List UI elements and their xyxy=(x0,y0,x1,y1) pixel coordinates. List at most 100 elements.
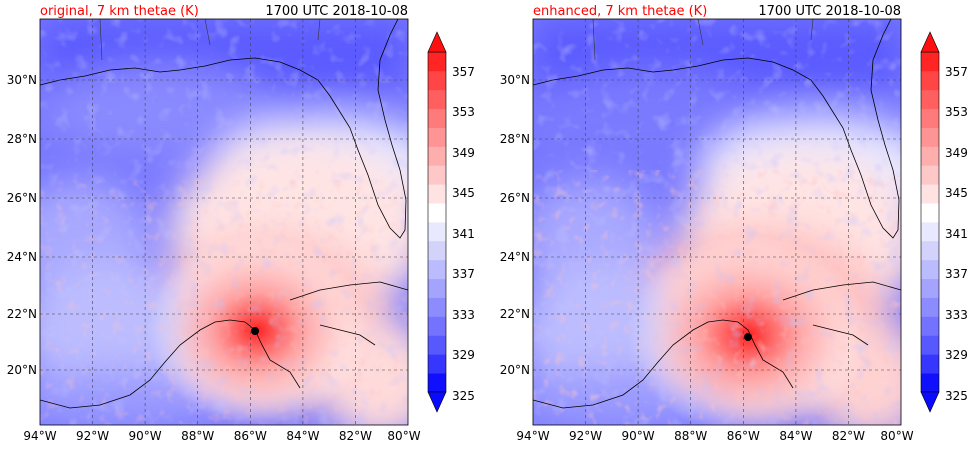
colorbar-extend-max xyxy=(920,31,940,53)
colorbar-tick-label: 353 xyxy=(945,105,968,119)
y-tick-label: 28°N xyxy=(500,132,530,146)
colorbar-band xyxy=(428,259,446,280)
colorbar-tick-label: 337 xyxy=(945,267,968,281)
gridlines-enhanced xyxy=(533,19,901,425)
colorbar-tick-label: 341 xyxy=(452,227,475,241)
colorbar-tick-label: 341 xyxy=(945,227,968,241)
colorbar-band xyxy=(428,70,446,91)
colorbar-band xyxy=(428,335,446,355)
x-tick-label: 80°W xyxy=(880,429,913,443)
panel-title-left-enhanced: enhanced, 7 km thetae (K) xyxy=(533,4,707,19)
storm-center-marker-original xyxy=(251,327,259,335)
colorbar-band xyxy=(428,354,446,374)
thetae-field-enhanced xyxy=(533,19,901,425)
colorbar-band xyxy=(921,373,939,393)
colorbar-band xyxy=(428,373,446,393)
colorbar-band xyxy=(428,184,446,204)
colorbar-band xyxy=(921,70,939,91)
panel-title-left-original: original, 7 km thetae (K) xyxy=(40,4,199,19)
colorbar-band xyxy=(428,89,446,110)
colorbar-ticks: 325 329 333 337 341 345 349 353 357 xyxy=(945,65,968,403)
colorbar-band xyxy=(428,165,446,185)
x-tick-label: 88°W xyxy=(181,429,214,443)
colorbar-band xyxy=(921,316,939,336)
x-tick-label: 80°W xyxy=(387,429,420,443)
colorbar-tick-label: 345 xyxy=(945,186,968,200)
map-panel-enhanced: enhanced, 7 km thetae (K) 1700 UTC 2018-… xyxy=(500,4,968,443)
colorbar-band xyxy=(921,259,939,280)
panel-title-right-enhanced: 1700 UTC 2018-10-08 xyxy=(758,4,901,19)
coastline-enhanced xyxy=(533,19,901,409)
y-ticks-enhanced: 20°N 22°N 24°N 26°N 28°N 30°N xyxy=(500,73,530,377)
x-tick-label: 94°W xyxy=(516,429,549,443)
y-tick-label: 24°N xyxy=(500,250,530,264)
y-tick-label: 28°N xyxy=(7,132,37,146)
colorbar-original: 325 329 333 337 341 345 349 353 357 xyxy=(427,31,475,413)
colorbar-tick-label: 337 xyxy=(452,267,475,281)
y-tick-label: 30°N xyxy=(7,73,37,87)
x-tick-label: 90°W xyxy=(622,429,655,443)
colorbar-band xyxy=(428,127,446,147)
y-ticks-original: 20°N 22°N 24°N 26°N 28°N 30°N xyxy=(7,73,37,377)
colorbar-band xyxy=(428,222,446,242)
colorbar-band xyxy=(921,297,939,317)
colorbar-band xyxy=(428,203,446,223)
colorbar-ticks: 325 329 333 337 341 345 349 353 357 xyxy=(452,65,475,403)
map-panel-original: original, 7 km thetae (K) 1700 UTC 2018-… xyxy=(7,4,475,443)
panel-title-right-original: 1700 UTC 2018-10-08 xyxy=(265,4,408,19)
colorbar-extend-max xyxy=(427,31,447,53)
axes-frame-original xyxy=(39,18,409,426)
colorbar-band xyxy=(921,203,939,223)
colorbar-tick-label: 357 xyxy=(452,65,475,79)
colorbar-extend-min xyxy=(920,391,940,413)
x-tick-label: 88°W xyxy=(674,429,707,443)
colorbar-band xyxy=(428,316,446,336)
colorbar-tick-label: 349 xyxy=(945,146,968,160)
x-tick-label: 84°W xyxy=(286,429,319,443)
colorbar-tick-label: 329 xyxy=(945,348,968,362)
colorbar-tick-label: 345 xyxy=(452,186,475,200)
colorbar-band xyxy=(428,146,446,166)
colorbar-tick-label: 357 xyxy=(945,65,968,79)
x-tick-label: 92°W xyxy=(76,429,109,443)
colorbar-band xyxy=(921,165,939,185)
x-ticks-original: 94°W 92°W 90°W 88°W 86°W 84°W 82°W 80°W xyxy=(23,429,420,443)
colorbar-band xyxy=(428,297,446,317)
colorbar-tick-label: 333 xyxy=(945,308,968,322)
colorbar-band xyxy=(921,108,939,128)
colorbar-band xyxy=(921,52,939,72)
colorbar-tick-label: 329 xyxy=(452,348,475,362)
y-tick-label: 26°N xyxy=(500,191,530,205)
y-tick-label: 26°N xyxy=(7,191,37,205)
gridlines-original xyxy=(40,19,408,425)
x-tick-label: 82°W xyxy=(832,429,865,443)
colorbar-bands xyxy=(427,51,447,393)
x-tick-label: 94°W xyxy=(23,429,56,443)
y-tick-label: 22°N xyxy=(7,307,37,321)
x-tick-label: 82°W xyxy=(339,429,372,443)
colorbar-band xyxy=(921,278,939,298)
x-tick-label: 86°W xyxy=(234,429,267,443)
colorbar-band xyxy=(921,222,939,242)
colorbar-tick-label: 353 xyxy=(452,105,475,119)
thetae-field-original xyxy=(40,19,408,425)
colorbar-tick-label: 333 xyxy=(452,308,475,322)
colorbar-extend-min xyxy=(427,391,447,413)
colorbar-band xyxy=(921,184,939,204)
y-tick-label: 30°N xyxy=(500,73,530,87)
colorbar-band xyxy=(921,146,939,166)
y-tick-label: 20°N xyxy=(500,363,530,377)
x-tick-label: 84°W xyxy=(779,429,812,443)
colorbar-enhanced: 325 329 333 337 341 345 349 353 357 xyxy=(920,31,968,413)
x-tick-label: 92°W xyxy=(569,429,602,443)
x-tick-label: 90°W xyxy=(129,429,162,443)
colorbar-tick-label: 349 xyxy=(452,146,475,160)
axes-frame-enhanced xyxy=(532,18,902,426)
colorbar-band xyxy=(921,127,939,147)
y-tick-label: 22°N xyxy=(500,307,530,321)
x-tick-label: 86°W xyxy=(727,429,760,443)
y-tick-label: 24°N xyxy=(7,250,37,264)
colorbar-tick-label: 325 xyxy=(945,389,968,403)
colorbar-bands xyxy=(920,51,940,393)
